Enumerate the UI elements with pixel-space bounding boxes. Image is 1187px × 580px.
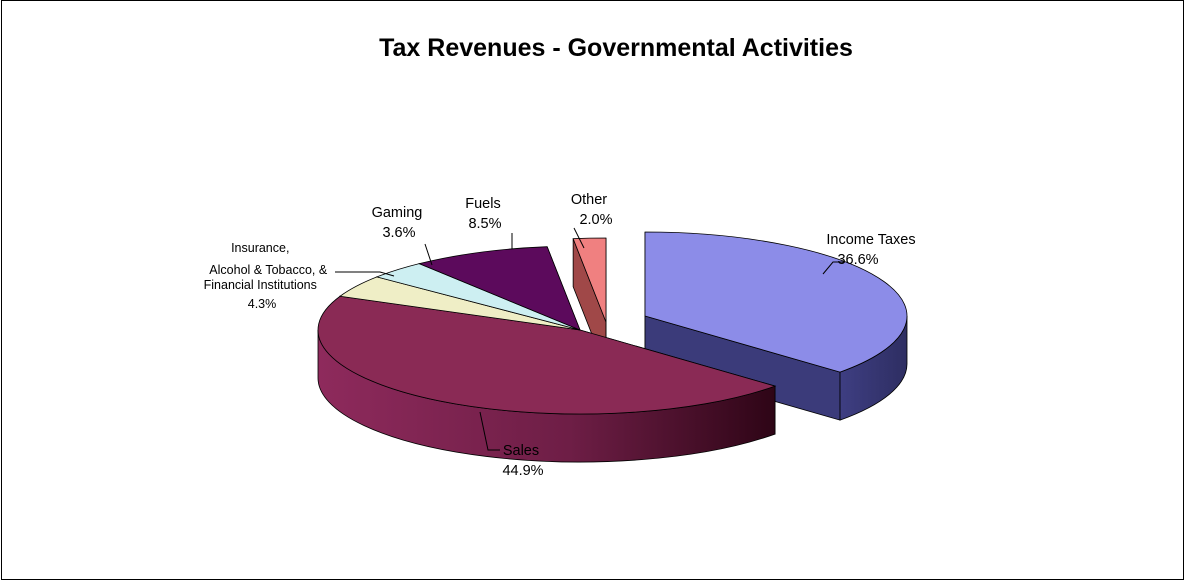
slice-income <box>644 231 908 373</box>
leader-line-insurance <box>335 271 395 277</box>
slice-label-other: Other 2.0% <box>571 192 613 228</box>
leader-line-other <box>573 227 585 249</box>
slice-sales <box>317 295 777 415</box>
slice-label-income: Income Taxes 36.6% <box>826 232 919 268</box>
slice-fuels <box>418 246 581 331</box>
slice-other <box>572 237 607 323</box>
chart-title: Tax Revenues - Governmental Activities <box>379 34 853 62</box>
slice-label-gaming: Gaming 3.6% <box>372 205 427 241</box>
leader-line-sales <box>479 411 500 451</box>
leader-line-income <box>822 261 845 275</box>
leader-line-gaming <box>424 243 433 266</box>
slice-label-fuels: Fuels 8.5% <box>465 196 505 232</box>
slice-label-insurance: Insurance, Alcohol & Tobacco, & Financia… <box>204 241 331 311</box>
slice-label-sales: Sales 44.9% <box>502 443 543 479</box>
